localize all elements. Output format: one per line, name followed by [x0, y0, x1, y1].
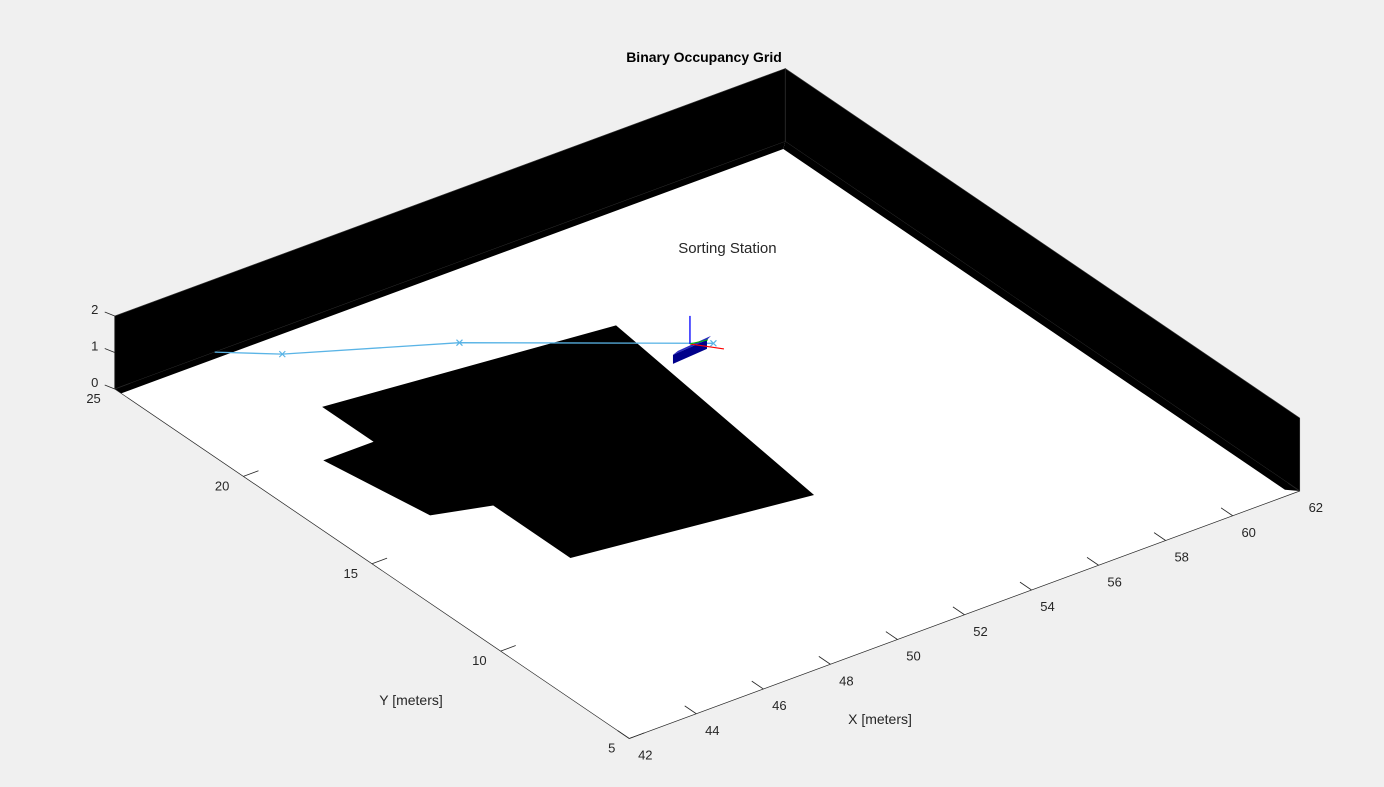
x-tick-54	[1019, 581, 1032, 591]
z-tick-label-2: 2	[91, 302, 98, 317]
y-tick-label-20: 20	[215, 478, 229, 493]
x-tick-62	[1287, 482, 1300, 492]
x-tick-42	[617, 730, 630, 739]
waypoint-x-stroke-b	[278, 350, 286, 358]
z-tick-label-0: 0	[91, 375, 98, 390]
x-axis-label: X [meters]	[848, 711, 912, 727]
robot-frame-y	[689, 339, 709, 345]
z-tick-2	[104, 311, 115, 317]
chart-title: Binary Occupancy Grid	[626, 49, 782, 65]
x-tick-label-44: 44	[705, 723, 719, 738]
wall-base-shadow-y	[114, 141, 786, 394]
waypoint-x-stroke-b	[710, 339, 717, 347]
obstacle-main	[322, 325, 815, 558]
occupancy-3d-plot: 42 44 46 48 50 52 54 56 58 60 62 5 10 15 20 250 1 2	[86, 67, 1323, 763]
x-tick-label-60: 60	[1241, 525, 1255, 540]
x-tick-label-54: 54	[1040, 599, 1054, 614]
y-tick-label-5: 5	[608, 741, 615, 756]
x-tick-label-46: 46	[772, 698, 786, 713]
y-tick-10	[500, 645, 516, 652]
x-tick-56	[1086, 557, 1099, 566]
path-waypoint-marker	[278, 350, 286, 358]
x-tick-label-52: 52	[973, 624, 987, 639]
x-tick-label-58: 58	[1174, 550, 1188, 565]
x-tick-label-48: 48	[839, 673, 853, 688]
y-tick-label-25: 25	[86, 391, 100, 406]
path-waypoint-marker	[710, 339, 717, 347]
robot-body-front	[672, 339, 707, 364]
z-tick-1	[104, 348, 115, 353]
planned-path-line	[214, 342, 714, 355]
y-tick-25	[114, 383, 130, 390]
x-tick-label-42: 42	[638, 748, 652, 763]
y-tick-label-15: 15	[344, 566, 358, 581]
z-tick-0	[104, 384, 115, 390]
y-tick-label-10: 10	[472, 653, 486, 668]
z-tick-label-1: 1	[91, 339, 98, 354]
x-tick-label-50: 50	[906, 649, 920, 664]
x-tick-44	[684, 705, 697, 715]
robot-body-top	[672, 335, 711, 355]
annotation-sorting-station: Sorting Station	[678, 240, 776, 257]
x-tick-label-62: 62	[1309, 500, 1323, 515]
waypoint-x-stroke-b	[456, 339, 463, 347]
x-tick-48	[818, 656, 831, 665]
y-tick-5	[629, 732, 645, 739]
robot-frame-x	[689, 343, 725, 350]
x-tick-52	[952, 606, 965, 616]
x-tick-58	[1153, 532, 1166, 541]
y-tick-20	[243, 470, 259, 477]
y-axis-label: Y [meters]	[379, 692, 443, 708]
path-waypoint-marker	[456, 339, 463, 347]
x-tick-46	[751, 680, 764, 690]
x-tick-60	[1220, 507, 1233, 517]
robot	[672, 315, 725, 364]
y-tick-15	[371, 557, 388, 565]
x-tick-label-56: 56	[1107, 574, 1121, 589]
x-tick-50	[885, 631, 898, 640]
wall-base-shadow-x	[783, 141, 1300, 491]
